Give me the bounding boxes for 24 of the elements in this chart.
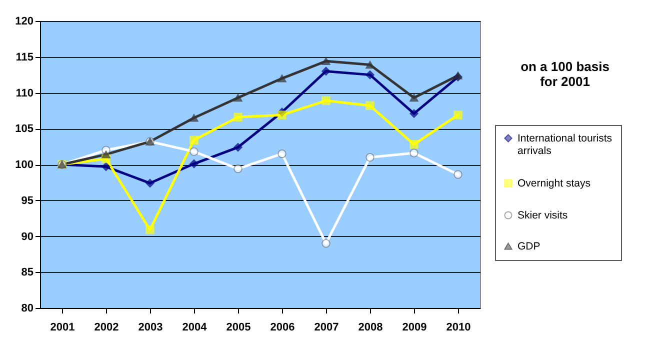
y-tick-label: 90	[21, 230, 34, 243]
x-tick-label: 2003	[138, 322, 163, 334]
x-tick-label: 2006	[270, 322, 295, 334]
legend-label: International tourists arrivals	[518, 132, 612, 157]
x-tick-label: 2004	[182, 322, 208, 334]
y-tick-label: 80	[21, 302, 34, 314]
y-tick-label: 100	[15, 159, 34, 171]
legend-label: GDP	[518, 240, 540, 252]
y-tick-label: 120	[15, 16, 34, 28]
x-tick-label: 2010	[446, 322, 471, 334]
legend-label: Overnight stays	[518, 177, 590, 190]
text: on a 100 basis for 2001	[520, 59, 610, 89]
x-tick-label: 2009	[402, 322, 427, 334]
y-tick-label: 95	[21, 194, 34, 207]
y-tick-label: 115	[16, 51, 34, 64]
x-tick-label: 2001	[50, 322, 75, 334]
y-tick-label: 85	[21, 266, 34, 279]
x-tick-label: 2007	[314, 322, 339, 334]
x-tick-label: 2008	[358, 322, 383, 334]
y-tick-label: 110	[16, 87, 34, 100]
y-tick-label: 105	[15, 123, 34, 136]
x-tick-label: 2005	[226, 322, 251, 334]
legend-label: Skier visits	[518, 209, 568, 222]
x-tick-label: 2002	[94, 322, 119, 334]
